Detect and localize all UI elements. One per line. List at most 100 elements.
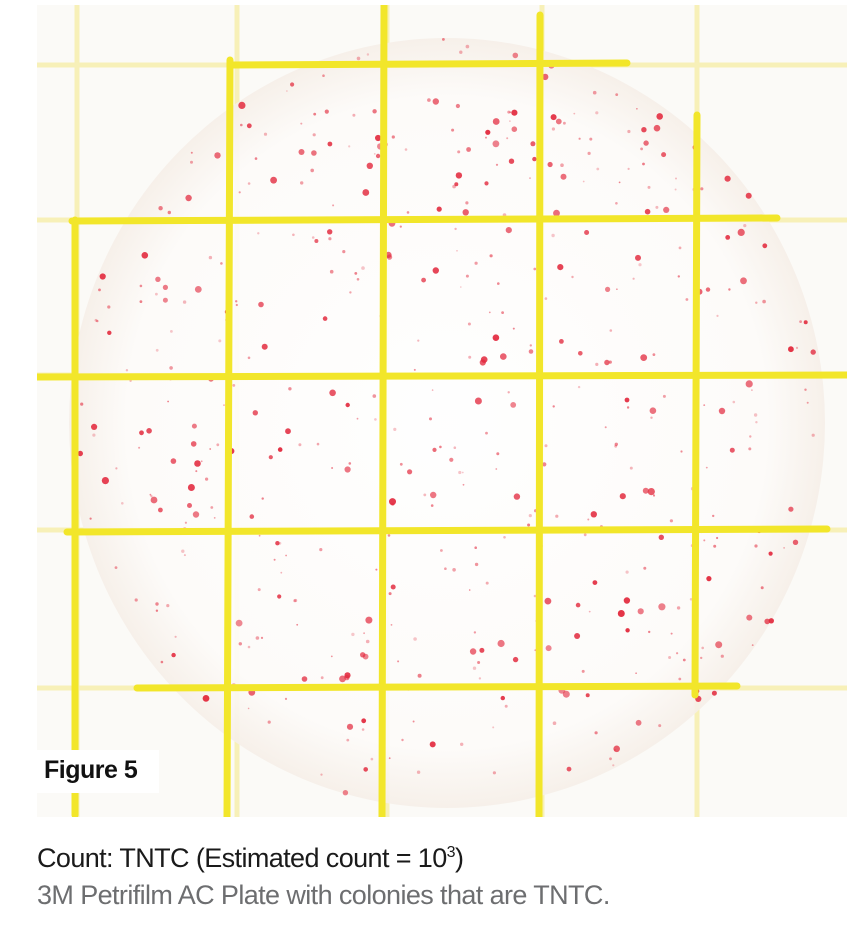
colony-dot [298,443,302,447]
colony-dot [92,433,96,437]
colony-dot [391,135,395,139]
colony-dot [150,496,158,504]
colony-dot [495,468,498,470]
colony-dot [257,588,261,592]
colony-dot [454,182,459,187]
colony-dot [346,738,350,742]
colony-dot [155,609,159,612]
colony-dot [571,275,574,279]
colony-dot [247,645,251,649]
colony-dot [249,514,255,519]
colony-dot [604,426,607,429]
colony-dot [416,770,421,774]
colony-dot [799,320,802,323]
colony-dot [260,636,264,640]
colony-dot [732,400,736,404]
colony-dot [216,443,220,447]
colony-dot [500,695,505,701]
colony-dot [656,113,663,120]
colony-dot [322,74,325,77]
colony-dot [363,767,369,772]
colony-dot [240,123,243,127]
colony-dot [284,697,288,701]
colony-dot [648,630,651,634]
colony-dot [668,656,672,659]
colony-dot [501,311,504,314]
colony-dot [578,351,583,356]
colony-dot [485,129,491,135]
colony-dot [479,359,486,366]
colony-dot [604,359,610,366]
colony-dot [716,536,719,540]
colony-dot [208,255,213,260]
colony-dot [627,129,631,134]
colony-dot [277,594,282,599]
colony-dot [806,401,809,404]
colony-dot [238,101,246,109]
colony-dot [372,394,377,398]
colony-dot [560,173,567,180]
colony-dot [223,404,225,406]
colony-dot [149,493,152,496]
colony-dot [678,677,682,681]
colony-dot [332,204,335,207]
colony-dot [449,457,454,462]
colony-dot [629,466,633,470]
colony-dot [171,652,176,658]
colony-dot [162,284,168,290]
colony-dot [430,491,437,499]
colony-dot [474,562,479,567]
colony-dot [139,300,143,303]
colony-dot [461,471,464,474]
colony-dot [619,611,621,613]
colony-dot [247,707,250,710]
colony-dot [706,576,712,582]
colony-dot [342,790,349,796]
colony-dot [680,450,683,453]
colony-dot [595,111,599,115]
colony-dot [636,108,638,110]
colony-dot [492,140,500,148]
colony-dot [101,477,109,485]
colony-dot [339,675,346,683]
colony-dot [652,494,656,497]
colony-dot [354,272,358,275]
colony-dot [492,726,495,729]
colony-dot [150,495,153,498]
colony-dot [365,639,370,644]
colony-dot [99,273,106,280]
colony-dot [401,738,404,742]
grid-vertical-line [535,11,544,817]
colony-dot [141,252,149,259]
colony-dot [488,311,491,314]
colony-dot [700,656,703,660]
colony-dot [618,181,621,184]
colony-dot [292,233,295,237]
colony-dot [577,385,581,389]
colony-dot [509,111,512,114]
colony-dot [202,695,210,702]
colony-dot [247,356,251,360]
colony-dot [363,632,365,635]
colony-dot [613,745,620,753]
colony-dot [718,407,726,415]
colony-dot [361,266,365,270]
colony-dot [167,210,171,215]
colony-dot [386,254,393,260]
colony-dot [479,647,485,653]
colony-dot [455,172,463,179]
colony-dot [492,118,500,125]
colony-dot [677,275,680,278]
colony-dot [625,628,630,633]
colony-dot [462,209,469,216]
colony-dot [346,723,354,730]
colony-dot [485,431,488,435]
colony-dot [575,602,581,608]
colony-dot [413,637,417,641]
colony-dot [452,568,456,572]
colony-dot [500,353,507,360]
colony-dot [811,433,815,437]
colony-dot [451,128,455,132]
colony-dot [810,349,816,355]
colony-dot [399,225,402,228]
